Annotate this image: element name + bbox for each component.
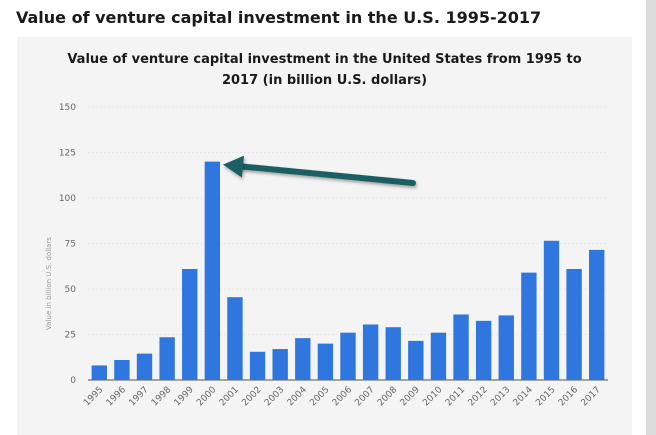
x-tick-labels: 1995 1996 1997 1998 1999 2000 2001 2002 2003 2004…: [82, 385, 603, 408]
x-tick-label: 2007: [353, 385, 376, 408]
bar-2005[interactable]: [317, 343, 334, 380]
bar-1997[interactable]: [136, 353, 153, 380]
bar-2010[interactable]: [430, 332, 447, 380]
y-tick-label: 50: [65, 285, 77, 295]
arrow-shaft: [237, 163, 416, 186]
x-tick-label: 2009: [399, 385, 422, 408]
y-tick-label: 75: [65, 240, 76, 250]
chart-title-line-1: Value of venture capital investment in t…: [67, 52, 582, 67]
bar-2000[interactable]: [204, 161, 221, 380]
bar-2003[interactable]: [272, 349, 288, 380]
chart-title-line-2: 2017 (in billion U.S. dollars): [221, 73, 428, 88]
bar-2009[interactable]: [408, 340, 424, 380]
bar-2017[interactable]: [589, 249, 605, 380]
x-tick-label: 2000: [195, 385, 218, 408]
page-heading: Value of venture capital investment in t…: [16, 8, 542, 27]
bar-1995[interactable]: [91, 365, 107, 380]
x-tick-label: 2001: [218, 385, 241, 408]
chart-card: Value of venture capital investment in t…: [17, 37, 632, 435]
bar-2016[interactable]: [566, 268, 582, 380]
bar-2004[interactable]: [295, 338, 311, 380]
arrow-head: [223, 155, 245, 178]
x-tick-label: 2011: [444, 385, 467, 408]
bar-2012[interactable]: [475, 320, 492, 380]
bar-2007[interactable]: [362, 324, 379, 380]
x-tick-label: 2015: [534, 385, 557, 408]
x-tick-label: 2005: [308, 385, 331, 408]
x-tick-label: 2012: [467, 385, 490, 408]
bar-2008[interactable]: [385, 327, 401, 380]
x-tick-label: 1998: [150, 385, 173, 408]
y-tick-label: 100: [59, 194, 76, 204]
x-tick-label: 2010: [421, 385, 444, 408]
x-tick-label: 2008: [376, 385, 399, 408]
x-tick-label: 1995: [82, 385, 105, 408]
bar-1999[interactable]: [182, 268, 198, 380]
bar-2013[interactable]: [498, 315, 514, 380]
y-tick-label: 125: [59, 149, 76, 159]
x-tick-label: 1997: [127, 385, 150, 408]
bar-2014[interactable]: [521, 272, 537, 380]
x-tick-label: 2016: [557, 385, 580, 408]
x-tick-label: 2014: [512, 385, 535, 408]
annotation-arrow: [223, 155, 416, 186]
bar-2002[interactable]: [249, 351, 266, 380]
y-axis-label: Value in billion U.S. dollars: [45, 237, 53, 330]
bar-2011[interactable]: [453, 314, 469, 380]
y-tick-label: 0: [70, 376, 76, 386]
bar-1996[interactable]: [114, 359, 130, 380]
scrollbar-track[interactable]: [646, 0, 656, 435]
bar-2015[interactable]: [543, 240, 560, 380]
bars: [91, 161, 605, 380]
y-tick-label: 150: [59, 103, 76, 113]
y-tick-labels: 0 25 50 75 100 125 150: [59, 103, 76, 386]
x-tick-label: 2013: [489, 385, 512, 408]
bar-2006[interactable]: [340, 332, 356, 380]
x-tick-label: 2004: [286, 385, 309, 408]
x-tick-label: 2003: [263, 385, 286, 408]
y-tick-label: 25: [65, 331, 76, 341]
chart-title: Value of venture capital investment in t…: [17, 49, 632, 91]
x-tick-label: 2017: [580, 385, 603, 408]
bar-2001[interactable]: [227, 297, 243, 380]
x-tick-label: 1996: [105, 385, 128, 408]
x-tick-label: 1999: [173, 385, 196, 408]
x-tick-label: 2006: [331, 385, 354, 408]
x-tick-label: 2002: [240, 385, 263, 408]
bar-1998[interactable]: [159, 337, 175, 380]
